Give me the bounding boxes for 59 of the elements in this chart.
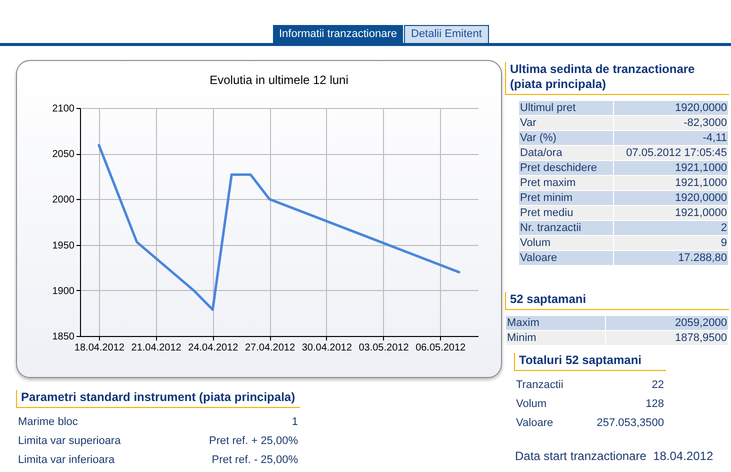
x-tick-label: 30.04.2012	[302, 342, 352, 354]
text: -82,3000	[614, 116, 728, 130]
text: Tranzactii	[515, 378, 564, 393]
text: 22	[650, 378, 665, 393]
text: Nr. tranzactii	[519, 221, 613, 235]
text: Parametri standard instrument (piata principala)	[16, 390, 300, 408]
y-tick-label: 1850	[52, 332, 75, 342]
x-tick-label: 24.04.2012	[188, 342, 239, 354]
line-series	[98, 144, 460, 311]
text: 17.288,80	[614, 251, 728, 265]
text: 07.05.2012 17:05:45	[614, 146, 728, 160]
y-tick-label: 1950	[52, 240, 75, 252]
x-tick-label: 27.04.2012	[244, 342, 296, 354]
text: 1921,0000	[614, 206, 728, 220]
text: Var (%)	[519, 131, 613, 145]
x-tick-label: 03.05.2012	[358, 342, 410, 354]
text: Limita var superioara	[17, 434, 122, 449]
x-tick-label: 21.04.2012	[131, 342, 182, 354]
text: 1	[290, 415, 299, 430]
text: Pret ref. + 25,00%	[208, 434, 299, 449]
text: 1921,1000	[614, 161, 728, 175]
text: 1920,0000	[614, 101, 728, 115]
y-tick-label: 1900	[52, 286, 75, 297]
text: -4,11	[614, 131, 728, 145]
text: Data start tranzactionare 18.04.2012	[515, 449, 714, 463]
text: Valoare	[519, 251, 613, 265]
y-tick-label: 2100	[52, 104, 75, 114]
text: Ultimul pret	[519, 101, 613, 115]
text: Pret mediu	[519, 206, 613, 220]
text: Data/ora	[519, 146, 613, 160]
text: Limita var inferioara	[17, 453, 116, 468]
text: 1921,1000	[614, 176, 728, 190]
y-tick-label: 2000	[52, 194, 75, 206]
text: Minim	[506, 331, 606, 345]
text: 1878,9500	[606, 331, 728, 345]
text: Valoare	[515, 416, 554, 431]
text: Pret ref. - 25,00%	[210, 453, 299, 468]
text: Pret minim	[519, 191, 613, 205]
text: Ultima sedinta de tranzactionare (piata principala)	[505, 62, 729, 95]
text: 9	[614, 236, 728, 250]
text: Volum	[519, 236, 613, 250]
y-tick-label: 2050	[52, 149, 75, 160]
text: Informatii tranzactionare	[273, 25, 403, 43]
text: Marime bloc	[17, 415, 79, 430]
text: 2	[614, 221, 728, 235]
text: Pret deschidere	[519, 161, 613, 175]
text: Pret maxim	[519, 176, 613, 190]
text: 52 saptamani	[505, 292, 729, 310]
x-tick-label: 06.05.2012	[416, 342, 466, 354]
text: Var	[519, 116, 613, 130]
text: Volum	[515, 397, 548, 412]
text: 2059,2000	[606, 316, 728, 330]
x-tick-label: 18.04.2012	[74, 342, 125, 354]
text: Maxim	[506, 316, 606, 330]
chart-title: Evolutia in ultimele 12 luni	[210, 73, 348, 87]
text: 1920,0000	[614, 191, 728, 205]
text: Totaluri 52 saptamani	[514, 353, 666, 371]
text: 128	[644, 397, 665, 412]
text: 257.053,3500	[596, 416, 665, 431]
